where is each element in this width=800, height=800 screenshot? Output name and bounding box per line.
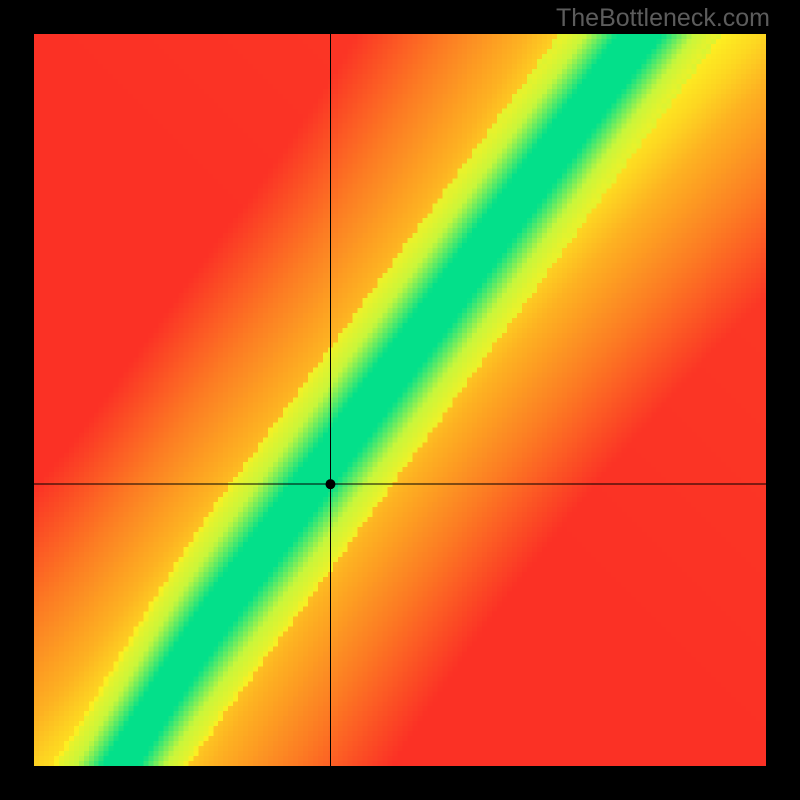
crosshair-dot xyxy=(325,479,335,489)
overlay-svg xyxy=(0,0,800,800)
chart-container: TheBottleneck.com xyxy=(0,0,800,800)
watermark-text: TheBottleneck.com xyxy=(556,4,770,33)
